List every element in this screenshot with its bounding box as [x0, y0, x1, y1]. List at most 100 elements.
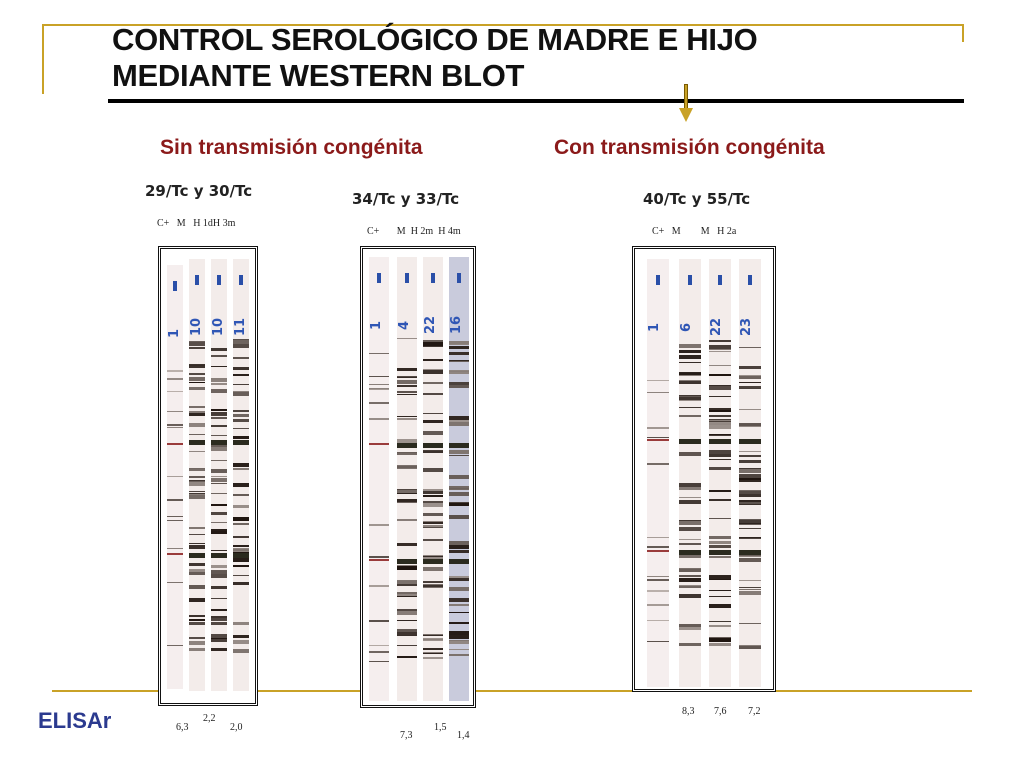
strip-marker	[655, 275, 661, 285]
blot-band	[369, 387, 389, 389]
blot-band	[679, 451, 701, 456]
blot-band	[233, 523, 249, 526]
elisa-value-1b: 2,2	[203, 713, 216, 724]
slide-title: CONTROL SEROLÓGICO DE MADRE E HIJO MEDIA…	[112, 22, 952, 94]
blot-band	[189, 527, 205, 530]
blot-band	[211, 521, 227, 523]
blot-band	[211, 460, 227, 462]
blot-band	[397, 631, 417, 635]
blot-band	[233, 557, 249, 562]
blot-band	[449, 612, 469, 614]
blot-band-strong	[709, 438, 731, 444]
blot-band	[397, 502, 417, 504]
blot-band	[397, 417, 417, 420]
blot-band	[709, 419, 731, 421]
blot-band	[189, 451, 205, 453]
western-blot-panel-3: 1 6 22 23	[632, 246, 776, 692]
blot-band	[397, 634, 417, 636]
group-title-1: 29/Tc y 30/Tc	[145, 182, 253, 200]
blot-band	[423, 633, 443, 635]
blot-band	[739, 454, 761, 457]
blot-band	[189, 412, 205, 416]
blot-band	[233, 416, 249, 418]
blot-band	[369, 645, 389, 647]
blot-band	[189, 618, 205, 621]
blot-band	[449, 577, 469, 581]
blot-band	[369, 384, 389, 386]
blot-band	[211, 446, 227, 448]
lane-labels-1: C+ M H 1dH 3m	[157, 218, 236, 229]
blot-band	[709, 345, 731, 350]
blot-band	[233, 392, 249, 397]
blot-band	[189, 482, 205, 487]
blot-band	[423, 467, 443, 472]
blot-band	[189, 387, 205, 391]
blot-band	[189, 468, 205, 471]
elisa-value-3a: 8,3	[682, 706, 695, 717]
blot-band	[449, 634, 469, 639]
blot-band-strong	[167, 553, 183, 556]
blot-band	[233, 535, 249, 538]
blot-band	[679, 520, 701, 525]
blot-band	[233, 374, 249, 377]
blot-band	[167, 644, 183, 646]
elisa-value-1a: 6,3	[176, 722, 189, 733]
blot-band	[397, 499, 417, 503]
blot-band	[233, 649, 249, 654]
western-blot-panel-1: 1 10 10 11	[158, 246, 258, 706]
blot-band	[709, 422, 731, 425]
blot-band	[397, 580, 417, 585]
blot-band	[739, 460, 761, 464]
blot-band	[189, 569, 205, 572]
blot-band	[709, 541, 731, 545]
blot-band	[233, 582, 249, 586]
blot-band	[449, 586, 469, 591]
blot-band	[233, 462, 249, 467]
blot-band	[423, 420, 443, 424]
blot-band	[211, 355, 227, 358]
blot-band	[449, 603, 469, 606]
blot-band	[647, 576, 669, 578]
strip-number: 1	[369, 320, 384, 330]
blot-band	[167, 552, 183, 554]
strip-marker	[687, 275, 693, 285]
blot-band	[211, 377, 227, 380]
blot-band-strong	[647, 438, 669, 441]
blot-band	[211, 408, 227, 411]
blot-band	[211, 469, 227, 474]
blot-band	[423, 657, 443, 660]
blot-band	[167, 475, 183, 477]
blot-band	[709, 498, 731, 501]
blot-strip: 10	[211, 259, 227, 691]
blot-strip: 10	[189, 259, 205, 691]
blot-band	[709, 408, 731, 411]
blot-band	[449, 371, 469, 373]
blot-band	[211, 598, 227, 600]
blot-band	[233, 344, 249, 349]
blot-band	[189, 346, 205, 349]
blot-band-strong	[647, 550, 669, 553]
blot-band	[397, 565, 417, 570]
blot-band	[233, 575, 249, 577]
blot-band	[739, 645, 761, 647]
blot-band	[679, 624, 701, 628]
blot-band	[167, 426, 183, 428]
blot-band	[449, 540, 469, 545]
blot-band	[679, 406, 701, 408]
blot-band	[189, 647, 205, 651]
blot-band	[211, 411, 227, 415]
blot-band	[211, 622, 227, 626]
blot-band	[397, 584, 417, 587]
blot-band	[189, 410, 205, 413]
blot-band	[423, 524, 443, 527]
blot-band	[423, 652, 443, 654]
lane-labels-3: C+ M M H 2a	[652, 226, 737, 237]
blot-band	[211, 417, 227, 420]
blot-band	[397, 438, 417, 443]
blot-band	[233, 565, 249, 568]
strip-marker	[457, 273, 461, 283]
blot-band	[189, 373, 205, 376]
blot-band	[647, 380, 669, 382]
blot-band	[423, 538, 443, 541]
blot-band	[211, 425, 227, 428]
